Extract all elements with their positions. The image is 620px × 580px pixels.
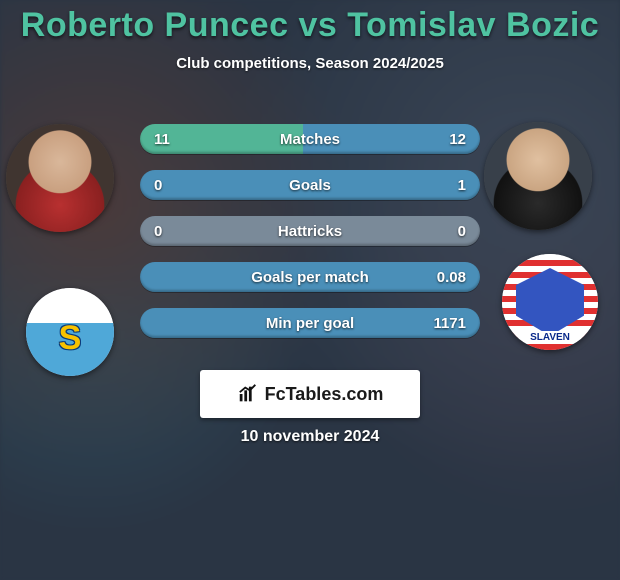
stat-row: Goals per match 0.08 [140, 262, 480, 292]
stat-value-player2: 1171 [433, 308, 466, 338]
date-label: 10 november 2024 [0, 428, 620, 446]
source-logo: FcTables.com [200, 370, 420, 418]
stat-value-player2: 1 [458, 170, 466, 200]
subtitle: Club competitions, Season 2024/2025 [0, 55, 620, 72]
stat-row: 11 Matches 12 [140, 124, 480, 154]
stat-row: 0 Hattricks 0 [140, 216, 480, 246]
comparison-card: Roberto Puncec vs Tomislav Bozic Club co… [0, 0, 620, 580]
player1-club-crest [26, 288, 114, 376]
stat-value-player1: 11 [154, 124, 170, 154]
stat-label: Matches [280, 131, 340, 148]
stat-row: Min per goal 1171 [140, 308, 480, 338]
stat-value-player2: 0.08 [437, 262, 466, 292]
stat-value-player2: 12 [449, 124, 466, 154]
stats-list: 11 Matches 12 0 Goals 1 0 Hattricks 0 Goals per m… [140, 124, 480, 354]
player1-avatar [6, 124, 114, 232]
stat-value-player1: 0 [154, 170, 162, 200]
stat-label: Min per goal [266, 315, 354, 332]
stat-value-player1: 0 [154, 216, 162, 246]
stat-label: Hattricks [278, 223, 342, 240]
stat-label: Goals per match [251, 269, 369, 286]
source-logo-text: FcTables.com [265, 384, 384, 405]
player2-club-crest [502, 254, 598, 350]
page-title: Roberto Puncec vs Tomislav Bozic [0, 0, 620, 45]
stat-value-player2: 0 [458, 216, 466, 246]
player2-avatar [484, 122, 592, 230]
stat-row: 0 Goals 1 [140, 170, 480, 200]
chart-icon [237, 383, 259, 405]
stat-label: Goals [289, 177, 331, 194]
